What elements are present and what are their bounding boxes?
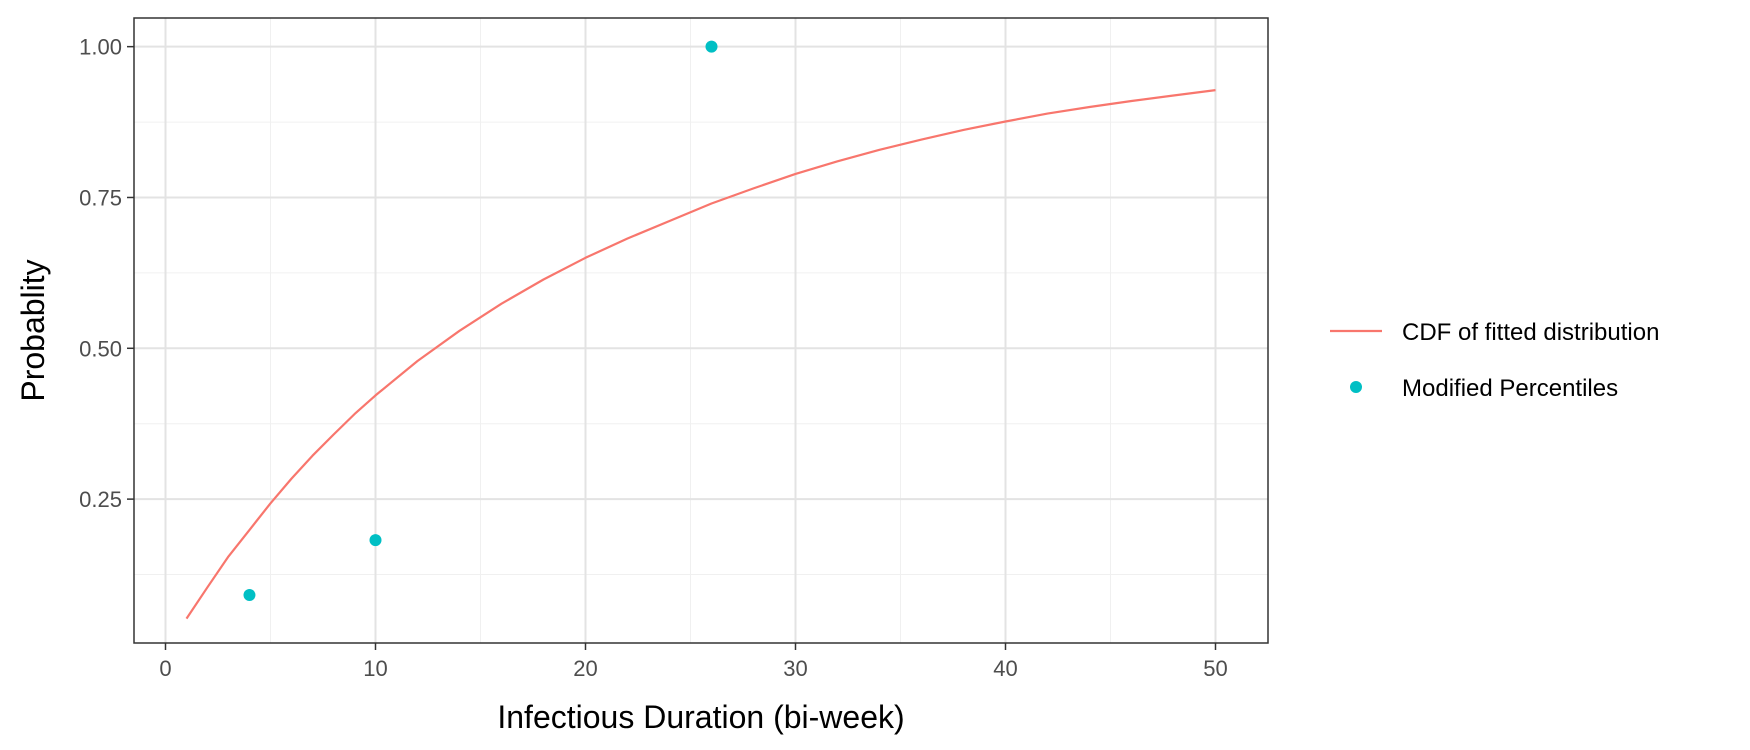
legend: CDF of fitted distribution Modified Perc… [1330, 319, 1659, 402]
panel-border [133, 17, 1269, 644]
percentile-point [243, 589, 256, 602]
legend-label-percentiles: Modified Percentiles [1402, 375, 1618, 402]
legend-key-point [1350, 381, 1362, 393]
y-tick-label: 0.25 [79, 487, 122, 512]
x-tick-label: 10 [363, 656, 387, 681]
cdf-curve-line [185, 89, 1216, 620]
axis-tick-labels: 0 10 20 30 40 50 0.25 0.50 0.75 1.00 [79, 35, 1228, 681]
x-tick-label: 20 [573, 656, 597, 681]
y-axis-title: Probablity [15, 259, 51, 401]
percentile-point [705, 40, 718, 53]
x-axis-title: Infectious Duration (bi-week) [497, 699, 904, 735]
percentile-point [369, 534, 382, 547]
minor-gridlines [134, 18, 1268, 643]
plot-series [185, 40, 1216, 620]
x-tick-label: 40 [993, 656, 1017, 681]
x-tick-label: 0 [159, 656, 171, 681]
y-tick-label: 0.50 [79, 336, 122, 361]
x-tick-label: 30 [783, 656, 807, 681]
legend-label-cdf: CDF of fitted distribution [1402, 319, 1659, 346]
y-tick-label: 1.00 [79, 35, 122, 60]
x-tick-label: 50 [1203, 656, 1227, 681]
axis-ticks [127, 45, 1217, 650]
y-tick-label: 0.75 [79, 185, 122, 210]
